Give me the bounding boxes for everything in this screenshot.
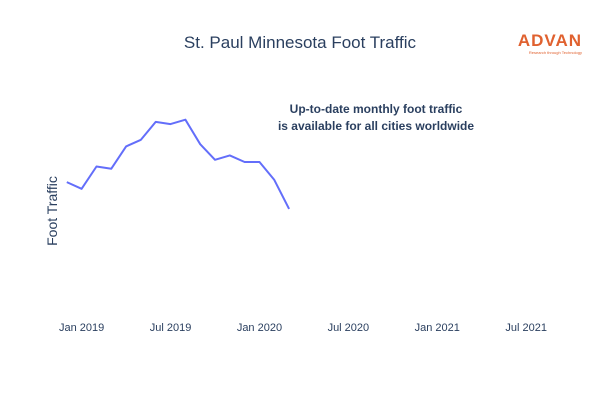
data-point[interactable] bbox=[168, 121, 174, 127]
data-point[interactable] bbox=[123, 143, 129, 149]
x-tick-label: Jul 2020 bbox=[328, 322, 370, 334]
logo-wordmark: ADVAN bbox=[517, 31, 582, 50]
x-tick-label: Jan 2019 bbox=[59, 322, 104, 334]
annotation-line-2: is available for all cities worldwide bbox=[277, 119, 475, 133]
data-point[interactable] bbox=[286, 206, 292, 212]
data-point[interactable] bbox=[79, 186, 85, 192]
data-point[interactable] bbox=[197, 141, 203, 147]
series-layer bbox=[64, 117, 292, 212]
x-tick-label: Jul 2019 bbox=[150, 322, 192, 334]
logo-tagline: Research through Technology bbox=[528, 50, 582, 55]
data-point[interactable] bbox=[182, 117, 188, 123]
x-axis-ticks: Jan 2019 Jul 2019 Jan 2020 Jul 2020 Jan 2021… bbox=[59, 322, 547, 334]
foot-traffic-line bbox=[66, 118, 290, 210]
data-point[interactable] bbox=[257, 159, 263, 165]
x-tick-label: Jan 2020 bbox=[237, 322, 282, 334]
advan-logo: ADVAN Research through Technology bbox=[504, 32, 582, 56]
availability-annotation: Up-to-date monthly foot traffic is avail… bbox=[261, 101, 491, 135]
data-point[interactable] bbox=[242, 159, 248, 165]
data-point[interactable] bbox=[227, 152, 233, 158]
data-point[interactable] bbox=[138, 137, 144, 143]
chart-title: St. Paul Minnesota Foot Traffic bbox=[183, 33, 417, 52]
data-point[interactable] bbox=[212, 157, 218, 163]
annotation-line-1: Up-to-date monthly foot traffic bbox=[289, 102, 463, 116]
x-tick-label: Jul 2021 bbox=[505, 322, 547, 334]
data-point[interactable] bbox=[153, 119, 159, 125]
data-point[interactable] bbox=[271, 177, 277, 183]
data-point[interactable] bbox=[64, 179, 70, 185]
data-point[interactable] bbox=[108, 166, 114, 172]
data-point[interactable] bbox=[94, 164, 100, 170]
x-tick-label: Jan 2021 bbox=[415, 322, 460, 334]
